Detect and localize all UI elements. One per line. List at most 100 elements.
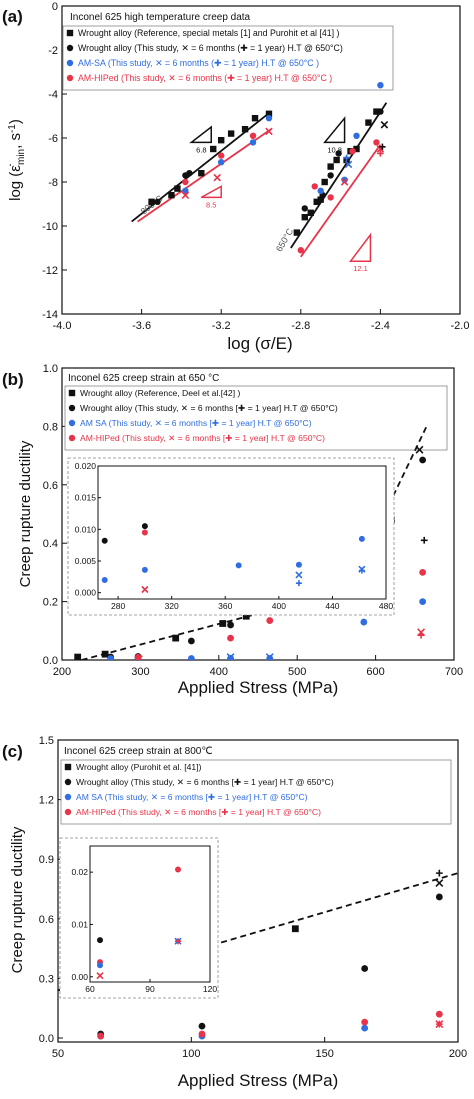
data-point <box>249 139 257 146</box>
inset-data-point <box>101 577 108 583</box>
data-point <box>417 631 425 639</box>
data-point <box>317 187 324 194</box>
slope-triangle <box>349 232 372 262</box>
chart-title: Inconel 625 creep strain at 650 °C <box>68 373 219 384</box>
data-point <box>219 620 227 627</box>
data-point <box>227 621 234 629</box>
data-point <box>415 445 424 454</box>
data-point <box>419 456 427 464</box>
plot-area: 6.88.510.812.1800°C650°C <box>131 82 389 273</box>
fit-annotation: 650°C <box>274 226 295 253</box>
y-axis-label-part: log (ε̇ <box>7 164 24 201</box>
x-tick-label: 150 <box>315 1048 333 1060</box>
y-axis-label: Creep rupture ductility <box>17 440 34 587</box>
inset-x-tick-label: 480 <box>379 601 393 611</box>
data-point <box>313 198 320 205</box>
data-point <box>172 634 180 642</box>
y-tick-label: 0.0 <box>39 1033 54 1045</box>
inset-data-point <box>141 529 148 536</box>
legend-entry: AM-HIPed (This study, ✕ = 6 months [✚ = … <box>76 807 321 817</box>
inset-y-tick-label: 0.01 <box>71 919 88 929</box>
legend-marker <box>64 808 72 816</box>
inset-x-tick-label: 90 <box>145 984 155 994</box>
legend-marker <box>64 793 72 801</box>
data-point <box>419 569 427 576</box>
data-point <box>344 160 353 169</box>
data-point <box>301 214 308 221</box>
data-point <box>297 247 304 254</box>
panel-label: (c) <box>2 742 23 761</box>
legend-marker <box>68 434 76 442</box>
x-tick-label: -2.4 <box>371 320 390 332</box>
data-point <box>333 156 340 164</box>
fit-line <box>290 102 388 249</box>
inset-x-tick-label: 320 <box>165 601 179 611</box>
y-tick-label: -4 <box>48 89 58 101</box>
data-point <box>101 650 109 658</box>
data-point <box>241 126 249 133</box>
data-point <box>218 159 225 166</box>
data-point <box>266 655 274 660</box>
data-point <box>218 137 225 144</box>
inset-data-point <box>235 562 242 569</box>
data-point <box>291 925 299 933</box>
data-point <box>97 1032 105 1040</box>
plot-frame <box>61 367 455 661</box>
data-point <box>198 1030 206 1038</box>
inset-data-point <box>97 962 103 969</box>
chart-title: Inconel 625 creep strain at 800℃ <box>64 746 213 757</box>
data-point <box>186 170 193 177</box>
y-tick-label: -8 <box>48 177 58 189</box>
data-point <box>327 194 334 201</box>
data-point <box>360 618 368 626</box>
data-point <box>266 617 274 624</box>
data-point <box>353 132 360 139</box>
legend-entry: AM-HIPed (This study, ✕ = 6 months (✚ = … <box>78 73 332 83</box>
x-tick-label: 600 <box>366 666 384 678</box>
data-point <box>198 170 205 177</box>
plot-frame <box>61 5 461 315</box>
legend-entry: Wrought alloy (Purohit et al. [41]) <box>76 762 202 772</box>
data-point <box>435 1020 443 1028</box>
y-tick-label: 0.3 <box>39 973 54 985</box>
legend-entry: AM-SA (This study, ✕ = 6 months (✚ = 1 y… <box>78 58 319 68</box>
data-point <box>265 110 273 117</box>
legend-entry: Wrought alloy (This study, ✕ = 6 months … <box>80 403 338 413</box>
legend-marker <box>66 74 74 82</box>
legend-entry: Wrought alloy (Reference, Deel et al.[42… <box>80 388 240 398</box>
slope-label: 6.8 <box>196 145 206 154</box>
inset-frame <box>89 845 211 983</box>
slope-label: 8.5 <box>206 200 216 209</box>
data-point <box>365 119 372 126</box>
data-point <box>379 143 386 150</box>
legend-entry: AM-HIPed (This study, ✕ = 6 months [✚ = … <box>80 433 325 443</box>
y-tick-label: -12 <box>42 265 58 277</box>
data-point <box>242 612 250 620</box>
y-tick-label: 0.2 <box>43 597 58 609</box>
inset-y-tick-label: 0.010 <box>75 524 97 534</box>
inset-x-tick-label: 360 <box>218 601 232 611</box>
data-point <box>327 163 334 170</box>
data-point <box>227 654 234 660</box>
data-point <box>251 115 259 122</box>
x-tick-label: 400 <box>210 666 228 678</box>
legend-marker <box>66 29 74 37</box>
x-tick-label: 500 <box>288 666 306 678</box>
inset-data-point <box>295 561 302 568</box>
inset-data-point <box>141 585 149 594</box>
data-point <box>435 893 443 901</box>
data-point <box>134 655 143 660</box>
x-tick-label: -4.0 <box>53 320 72 332</box>
legend-entry: Wrought alloy (Reference, special metals… <box>78 28 340 38</box>
inset-data-point <box>141 566 148 573</box>
legend-marker <box>68 389 76 397</box>
data-point <box>377 82 384 89</box>
data-point <box>293 229 301 236</box>
y-tick-label: 0.0 <box>43 655 58 667</box>
data-point <box>373 108 380 115</box>
data-point <box>335 150 342 157</box>
data-point <box>380 121 389 129</box>
data-point <box>213 173 221 182</box>
legend-marker <box>66 59 74 67</box>
